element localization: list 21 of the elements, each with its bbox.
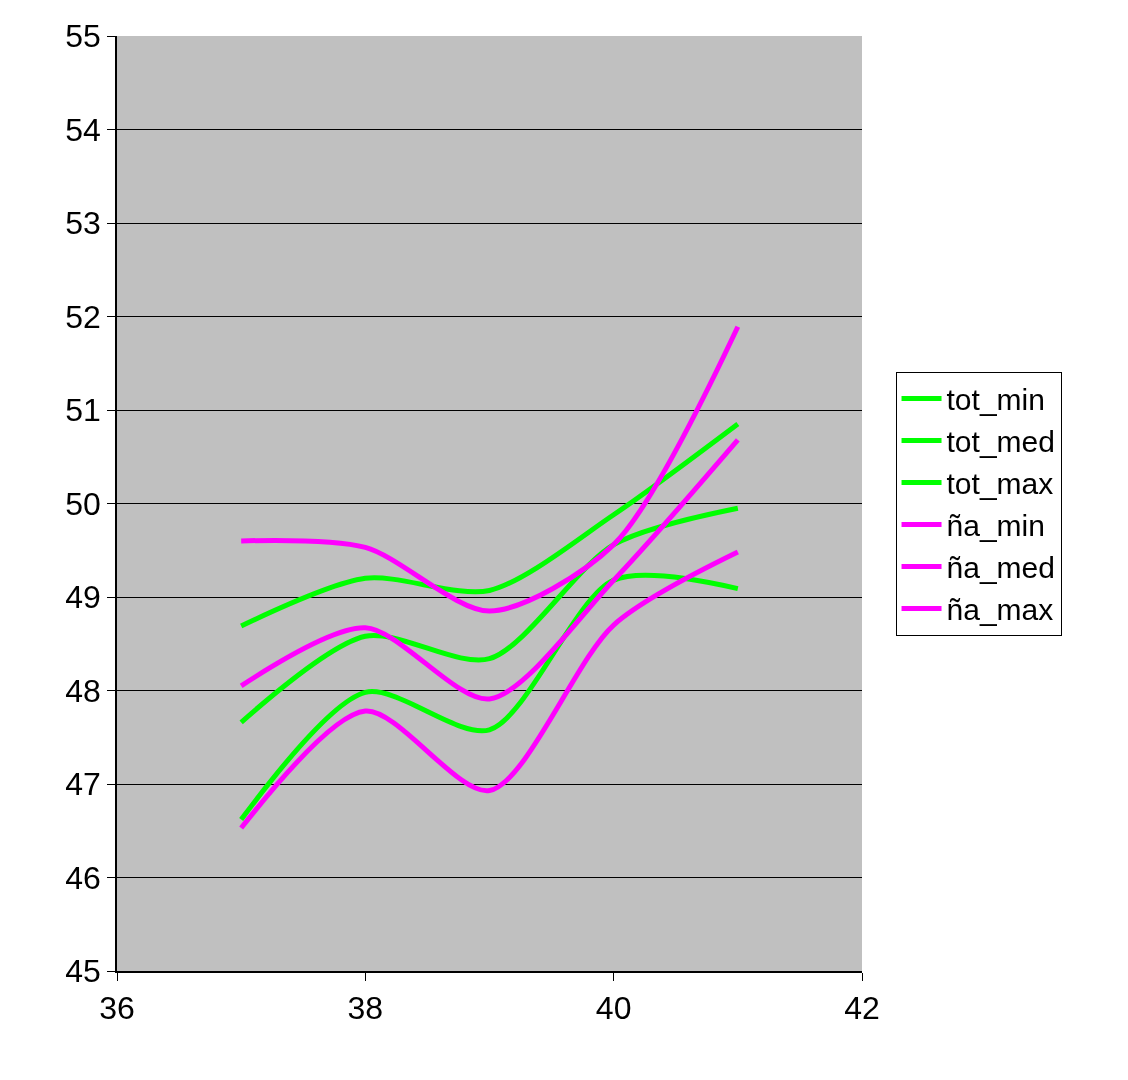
- y-tick-label: 45: [65, 953, 101, 990]
- legend-label: tot_max: [946, 467, 1054, 501]
- legend-label: ña_med: [946, 551, 1055, 585]
- y-tick-label: 51: [65, 392, 101, 429]
- y-tick-label: 47: [65, 766, 101, 803]
- legend-label: tot_min: [946, 383, 1045, 417]
- y-tick-label: 54: [65, 111, 101, 148]
- y-tick-label: 55: [65, 18, 101, 55]
- x-tick-label: 42: [844, 990, 880, 1027]
- y-tick-label: 46: [65, 859, 101, 896]
- y-tick-label: 53: [65, 205, 101, 242]
- x-tick-label: 36: [99, 990, 135, 1027]
- y-tick-label: 50: [65, 485, 101, 522]
- legend-label: tot_med: [946, 425, 1055, 459]
- legend-label: ña_min: [946, 509, 1045, 543]
- y-tick-label: 52: [65, 298, 101, 335]
- x-tick-label: 40: [595, 990, 632, 1027]
- y-tick-label: 49: [65, 579, 101, 616]
- y-tick-label: 48: [65, 672, 101, 709]
- legend-label: ña_max: [946, 593, 1054, 627]
- x-tick-label: 38: [347, 990, 384, 1027]
